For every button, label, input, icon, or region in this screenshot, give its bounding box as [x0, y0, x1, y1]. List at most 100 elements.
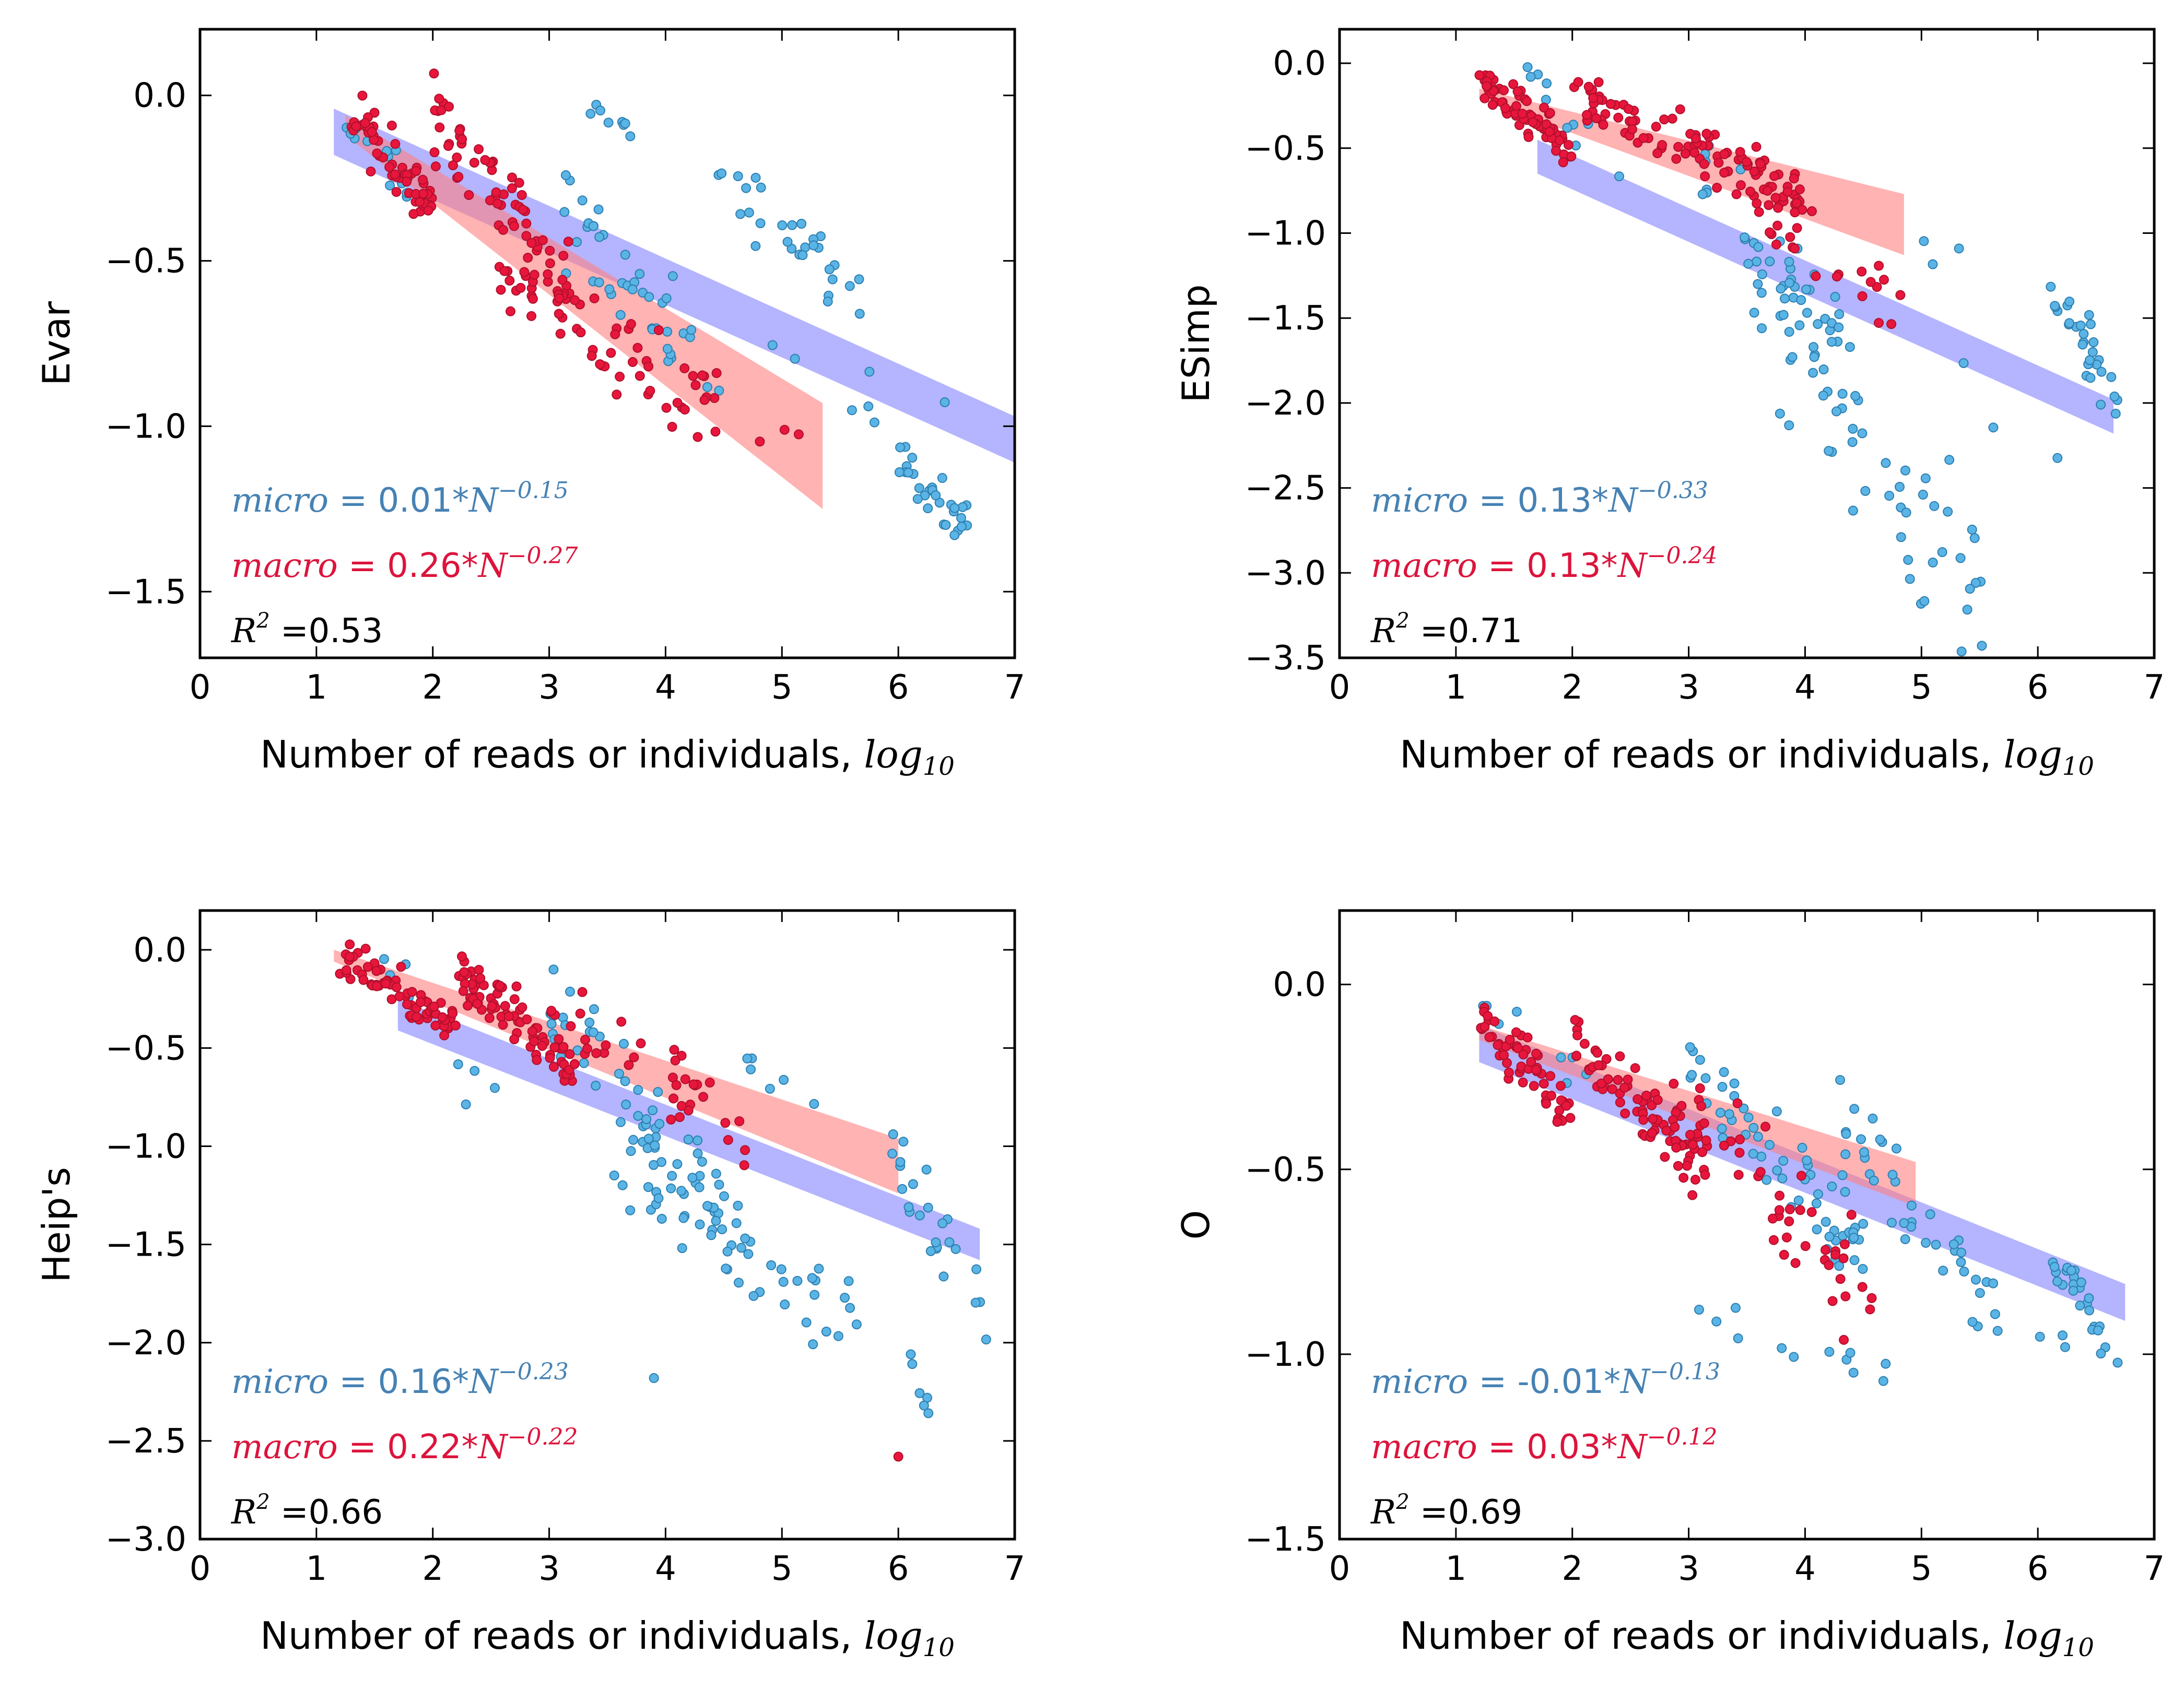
micro-point [1796, 295, 1806, 305]
x-axis-label-text: Number of reads or individuals, [260, 1614, 864, 1658]
macro-point [391, 187, 402, 197]
macro-point [1731, 189, 1742, 199]
y-tick-label: −1.5 [1245, 1520, 1326, 1559]
macro-point [1539, 1079, 1549, 1089]
macro-point [554, 1034, 564, 1044]
micro-point [765, 1083, 775, 1094]
macro-point [1517, 109, 1528, 119]
micro-point [1562, 123, 1572, 133]
micro-point [453, 1059, 463, 1069]
macro-point [1638, 133, 1649, 143]
micro-point [903, 1202, 914, 1212]
micro-coefficient: = 0.16* [328, 1363, 469, 1401]
macro-N: N [477, 1428, 509, 1467]
x-tick-label: 6 [2027, 1550, 2049, 1588]
macro-point [384, 162, 395, 172]
y-tick-label: −2.0 [1245, 384, 1326, 423]
macro-point [569, 1059, 580, 1069]
micro-point [1956, 1257, 1966, 1267]
micro-point [1762, 1175, 1772, 1185]
micro-point [2077, 339, 2088, 350]
micro-point [1687, 1070, 1697, 1080]
micro-point [604, 284, 615, 294]
macro-point [1545, 108, 1555, 118]
macro-point [429, 68, 439, 79]
macro-point [1556, 1081, 1566, 1091]
micro-point [743, 1249, 754, 1259]
macro-point [358, 975, 369, 985]
macro-point [1895, 290, 1906, 300]
micro-N: N [1619, 1363, 1651, 1401]
macro-point [1791, 198, 1802, 208]
r2-superscript: 2 [256, 609, 269, 633]
micro-point [821, 1326, 831, 1337]
y-tick-label: −2.0 [105, 1324, 186, 1363]
micro-point [711, 1215, 721, 1226]
micro-point [971, 1264, 982, 1274]
micro-equation: micro = 0.16*N−0.23 [231, 1358, 569, 1401]
ticks: 0 1 2 3 4 5 6 7 0.0 −0.5 −1.0 −1.5 −2.0 −2.5 −3.0 [105, 911, 1025, 1588]
macro-point [1755, 1167, 1766, 1177]
micro-point [1830, 292, 1840, 302]
micro-point [1841, 1129, 1851, 1139]
macro-point [448, 1008, 458, 1019]
macro-equation: macro = 0.13*N−0.24 [1371, 542, 1717, 585]
micro-point [750, 172, 761, 183]
micro-point [2066, 1265, 2076, 1275]
micro-point [1971, 1274, 1981, 1285]
macro-point [532, 1055, 542, 1065]
y-tick-label: −1.0 [105, 407, 186, 446]
micro-point [1881, 458, 1891, 468]
panels: 0 1 2 3 4 5 6 7 0.0 −0.5 −1.0 −1.5 Number of reads o… [34, 28, 2165, 1662]
macro-point [1839, 1239, 1850, 1249]
micro-point [653, 1087, 663, 1097]
micro-point [1921, 1238, 1931, 1248]
micro-point [1937, 547, 1947, 558]
micro-point [1881, 1358, 1891, 1369]
panel-top-right: 0 1 2 3 4 5 6 7 0.0 −0.5 −1.0 −1.5 −2.0 −2.5 −3.0 −3.5 N… [1174, 28, 2165, 781]
macro-point [615, 371, 625, 382]
micro-point [938, 1271, 949, 1282]
micro-point [1850, 391, 1861, 401]
micro-point [694, 1182, 704, 1192]
macro-point [1719, 149, 1730, 159]
macro-point [577, 987, 588, 997]
micro-point [1818, 364, 1829, 375]
macro-point [545, 1053, 555, 1063]
micro-point [1896, 532, 1906, 542]
micro-point [744, 207, 754, 218]
micro-point [733, 171, 743, 182]
micro-point [548, 964, 559, 975]
micro-point [627, 284, 638, 294]
macro-point [1504, 1067, 1514, 1078]
micro-point [2075, 1301, 2085, 1311]
macro-point [529, 269, 539, 280]
x-axis-label: Number of reads or individuals, log10 [1400, 732, 2094, 781]
macro-point [595, 359, 605, 370]
macro-point [1699, 159, 1709, 169]
micro-point [1808, 368, 1818, 378]
micro-point [1813, 319, 1823, 329]
micro-exponent: −0.23 [498, 1358, 569, 1385]
macro-point [1613, 112, 1624, 123]
micro-point [1848, 423, 1858, 434]
micro-point [731, 1218, 742, 1228]
scatter-points [1476, 1001, 2123, 1386]
macro-point [1582, 110, 1592, 120]
micro-point [908, 1179, 918, 1189]
micro-point [1697, 189, 1708, 199]
x-tick-label: 5 [1911, 668, 1932, 707]
micro-point [577, 195, 588, 206]
macro-equation: macro = 0.26*N−0.27 [231, 542, 578, 585]
micro-point [615, 1117, 626, 1127]
micro-point [628, 1134, 639, 1145]
micro-point [702, 1201, 712, 1211]
macro-point [402, 176, 412, 187]
micro-point [1900, 1234, 1910, 1245]
macro-point [1483, 1011, 1493, 1021]
macro-point [1638, 1115, 1649, 1125]
x-tick-label: 3 [538, 668, 560, 707]
macro-point [454, 125, 465, 136]
macro-point [527, 1026, 537, 1036]
macro-point [396, 962, 406, 972]
